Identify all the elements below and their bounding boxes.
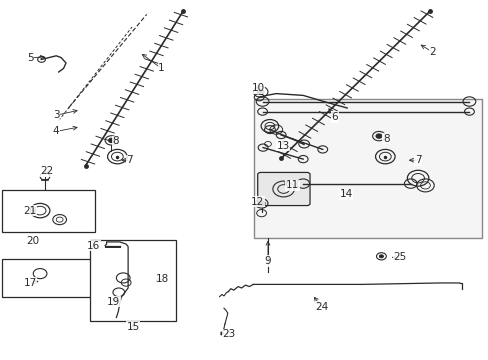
Text: 7: 7 <box>126 155 133 165</box>
Text: 12: 12 <box>250 197 264 207</box>
Text: 16: 16 <box>87 240 101 251</box>
Text: 22: 22 <box>40 166 53 176</box>
Text: 13: 13 <box>276 141 289 151</box>
Text: 6: 6 <box>331 112 338 122</box>
Text: 21: 21 <box>23 206 37 216</box>
Text: 2: 2 <box>428 47 435 57</box>
Text: 4: 4 <box>53 126 60 136</box>
Text: 17: 17 <box>23 278 37 288</box>
Text: 24: 24 <box>314 302 328 312</box>
Bar <box>2 259 95 297</box>
Circle shape <box>108 138 114 143</box>
Circle shape <box>258 201 264 206</box>
Text: 5: 5 <box>27 53 34 63</box>
Text: 23: 23 <box>222 329 235 339</box>
Polygon shape <box>254 99 481 238</box>
Bar <box>90 240 176 321</box>
Bar <box>2 190 95 232</box>
Text: 9: 9 <box>264 256 271 266</box>
Circle shape <box>375 134 381 138</box>
Text: 8: 8 <box>382 134 389 144</box>
Text: 7: 7 <box>414 155 421 165</box>
Circle shape <box>257 89 264 94</box>
FancyBboxPatch shape <box>257 172 309 206</box>
Circle shape <box>379 255 383 258</box>
Text: 25: 25 <box>392 252 406 262</box>
Text: 15: 15 <box>126 322 140 332</box>
Text: 8: 8 <box>112 136 119 147</box>
Text: 10: 10 <box>251 83 264 93</box>
Text: 3: 3 <box>53 110 60 120</box>
Text: 14: 14 <box>339 189 352 199</box>
Text: 1: 1 <box>158 63 164 73</box>
Text: 20: 20 <box>27 236 40 246</box>
Text: 18: 18 <box>155 274 169 284</box>
Text: 11: 11 <box>285 180 299 190</box>
Text: 19: 19 <box>106 297 120 307</box>
